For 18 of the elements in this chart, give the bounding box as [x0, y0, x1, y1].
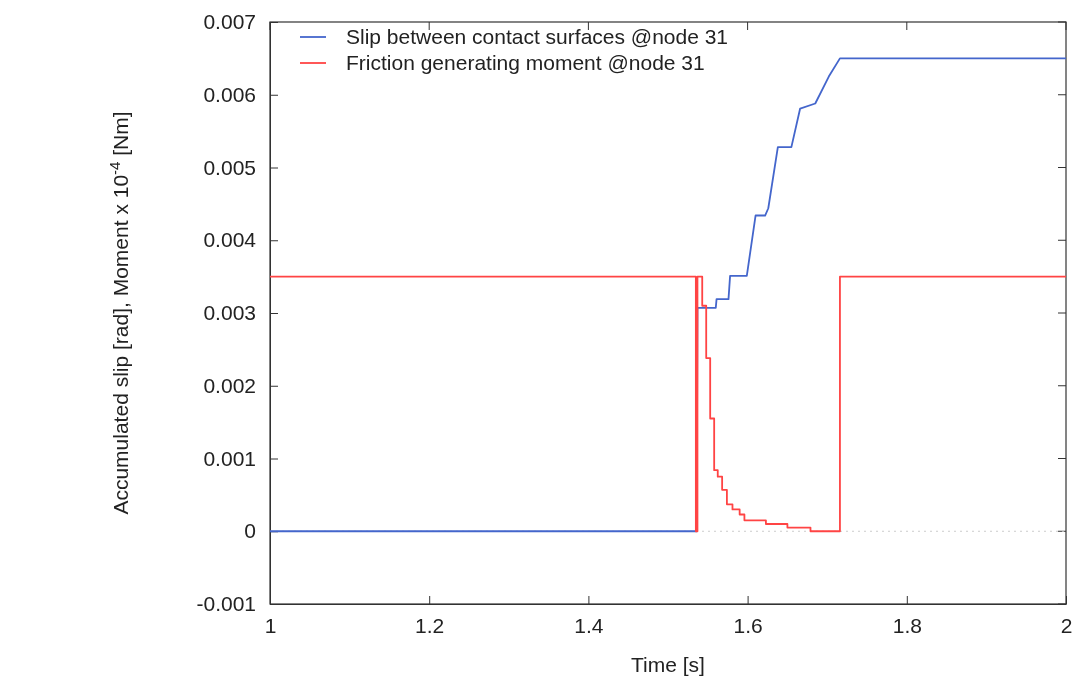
- y-tick-label: 0.004: [203, 228, 257, 252]
- x-tick-label: 1.6: [733, 613, 763, 637]
- x-tick-label: 2: [1060, 613, 1073, 637]
- y-tick-label: 0: [244, 519, 256, 543]
- x-tick-label: 1.4: [574, 613, 604, 637]
- legend-label: Slip between contact surfaces @node 31: [346, 25, 729, 48]
- y-tick-label: 0.006: [203, 82, 256, 106]
- legend-label: Friction generating moment @node 31: [346, 51, 705, 74]
- y-tick-label: 0.002: [203, 373, 256, 397]
- x-axis-title: Time [s]: [631, 653, 705, 676]
- x-tick-label: 1.2: [415, 613, 445, 637]
- y-tick-label: 0.007: [203, 10, 256, 34]
- y-tick-label: 0.001: [203, 446, 256, 470]
- y-tick-label: 0.005: [203, 155, 256, 179]
- x-tick-label: 1: [264, 613, 277, 637]
- y-tick-label: 0.003: [203, 301, 256, 325]
- y-tick-label: -0.001: [196, 592, 256, 616]
- x-tick-label: 1.8: [892, 613, 922, 637]
